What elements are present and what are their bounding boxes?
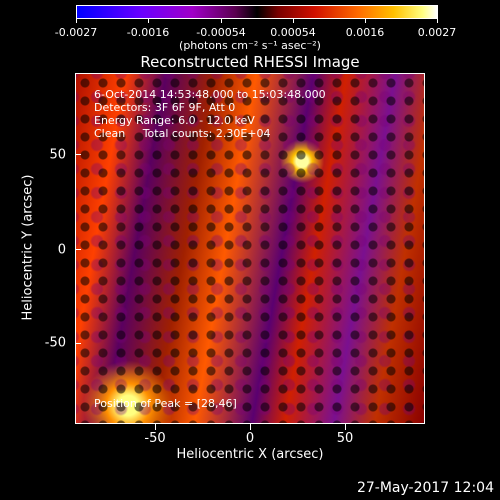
y-tick-label: 0 (57, 242, 66, 258)
colorbar-tick-label: -0.0027 (54, 26, 98, 39)
x-axis-label: Heliocentric X (arcsec) (176, 447, 324, 462)
y-axis-label: Heliocentric Y (arcsec) (20, 174, 36, 321)
info-time-range: 6-Oct-2014 14:53:48.000 to 15:03:48.000 (94, 88, 326, 101)
x-tick-label: 50 (336, 431, 354, 446)
image-title: Reconstructed RHESSI Image (140, 53, 360, 71)
x-tick (345, 424, 346, 430)
y-tick (75, 343, 81, 344)
x-tick (250, 424, 251, 430)
x-tick-label: 0 (245, 431, 255, 446)
colorbar-tick (365, 19, 366, 23)
colorbar-tick (437, 19, 438, 23)
info-counts: Clean Total counts: 2.30E+04 (94, 127, 271, 140)
colorbar-unit: (photons cm⁻² s⁻¹ asec⁻²) (179, 39, 321, 52)
colorbar-tick-label: 0.00054 (270, 26, 316, 39)
colorbar-tick (221, 19, 222, 23)
x-tick-label: -50 (144, 431, 166, 446)
info-block: 6-Oct-2014 14:53:48.000 to 15:03:48.000 D… (94, 88, 326, 140)
colorbar (76, 5, 438, 19)
info-energy-range: Energy Range: 6.0 - 12.0 keV (94, 114, 255, 127)
image-texture (76, 74, 424, 423)
colorbar-tick-label: -0.0016 (126, 26, 170, 39)
info-detectors: Detectors: 3F 6F 9F, Att 0 (94, 101, 236, 114)
footer-date: 27-May-2017 12:04 (356, 480, 494, 496)
y-tick-label: -50 (44, 335, 66, 351)
colorbar-tick-label: 0.0027 (417, 26, 457, 39)
colorbar-tick (76, 19, 77, 23)
rhessi-image (75, 73, 425, 424)
y-tick (75, 154, 81, 155)
y-tick (75, 249, 81, 250)
colorbar-tick-label: 0.0016 (345, 26, 385, 39)
colorbar-tick-label: -0.00054 (196, 26, 246, 39)
x-tick (155, 424, 156, 430)
colorbar-tick (148, 19, 149, 23)
peak-position: Position of Peak = [28,46] (94, 397, 237, 410)
y-tick-label: 50 (49, 147, 66, 163)
colorbar-tick (293, 19, 294, 23)
